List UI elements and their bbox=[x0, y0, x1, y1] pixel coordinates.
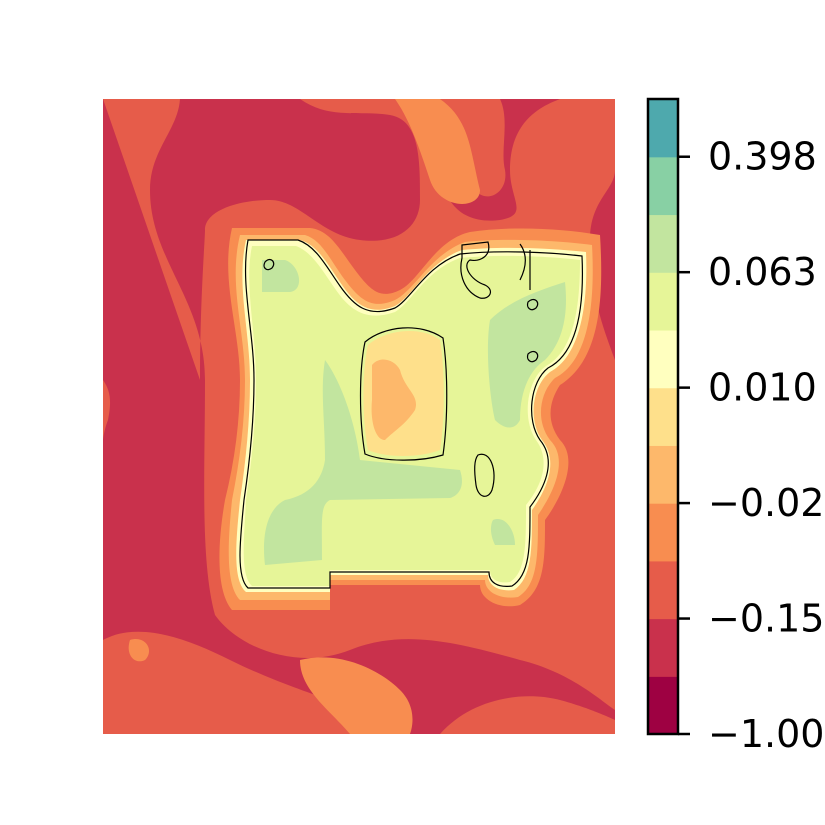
contour-line-lower-right bbox=[474, 453, 495, 497]
contour-band-light-orange-bottom2 bbox=[300, 657, 413, 734]
contour-line-spot-2 bbox=[526, 298, 539, 311]
colorbar-frame bbox=[646, 97, 680, 736]
contour-band-bottom-right bbox=[440, 696, 615, 734]
contour-region-center-lower bbox=[371, 359, 417, 440]
contour-band-light-orange-top bbox=[395, 99, 480, 204]
colorbar: −1.00 −0.15 −0.02 0.010 0.063 0.398 bbox=[646, 97, 824, 756]
contour-line-spot-3 bbox=[526, 350, 539, 363]
colorbar-tick-label-4: 0.063 bbox=[708, 250, 817, 294]
colorbar-band-6 bbox=[648, 329, 678, 389]
colorbar-band-3 bbox=[648, 503, 678, 562]
contour-band-light-orange-bottom bbox=[128, 639, 150, 662]
contour-band-left-edge bbox=[103, 380, 111, 440]
colorbar-band-9 bbox=[648, 156, 678, 216]
contour-region-green-right-lower bbox=[490, 519, 515, 545]
contour-lines bbox=[239, 239, 583, 589]
colorbar-band-0 bbox=[648, 676, 678, 735]
colorbar-ticks: −1.00 −0.15 −0.02 0.010 0.063 0.398 bbox=[678, 135, 824, 756]
contour-line-center bbox=[359, 327, 448, 461]
colorbar-tick-label-0: −1.00 bbox=[708, 712, 824, 756]
colorbar-tick-label-2: −0.02 bbox=[708, 481, 824, 525]
colorbar-band-1 bbox=[648, 618, 678, 677]
colorbar-band-5 bbox=[648, 387, 678, 446]
colorbar-band-7 bbox=[648, 272, 678, 331]
contour-band-right-strip bbox=[440, 99, 506, 197]
contour-plot-area bbox=[103, 99, 615, 734]
contour-line-bump-right bbox=[519, 243, 531, 290]
colorbar-band-8 bbox=[648, 214, 678, 273]
contour-band-bottom-left bbox=[103, 631, 390, 734]
colorbar-tick-label-1: −0.15 bbox=[708, 597, 824, 641]
colorbar-tick-label-5: 0.398 bbox=[708, 135, 817, 179]
contour-line-spot-1 bbox=[263, 258, 275, 271]
contour-region-green-right bbox=[487, 282, 566, 428]
colorbar-tick-label-3: 0.010 bbox=[708, 366, 817, 410]
colorbar-band-2 bbox=[648, 560, 678, 620]
contour-line-notch-top bbox=[460, 241, 492, 299]
colorbar-bands bbox=[648, 99, 678, 735]
colorbar-band-10 bbox=[648, 99, 678, 158]
colorbar-band-4 bbox=[648, 445, 678, 504]
contour-region-green-main bbox=[264, 360, 462, 565]
contour-line-outer bbox=[239, 239, 583, 589]
